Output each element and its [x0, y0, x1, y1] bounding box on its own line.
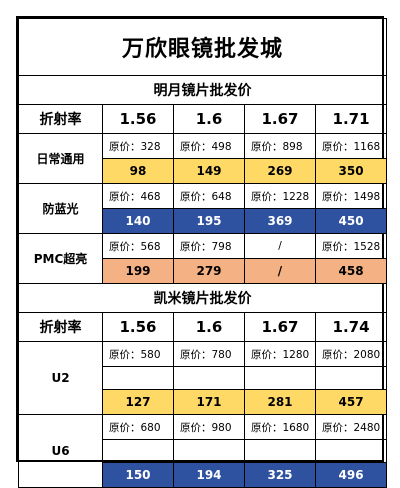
header-refractive-index: 折射率	[18, 104, 103, 134]
original-price: 原价：1498	[314, 183, 388, 209]
wholesale-price: 127	[102, 389, 174, 415]
price-table: 万欣眼镜批发城 明月镜片批发价 折射率 1.56 1.6 1.67 1.71 日…	[17, 18, 388, 488]
wholesale-price: 149	[173, 158, 245, 184]
wholesale-price: 458	[314, 258, 388, 284]
header-index-value: 1.67	[244, 312, 316, 342]
original-price: 原价：580	[102, 341, 174, 367]
original-price: 原价：1528	[314, 233, 388, 259]
wholesale-price: 450	[314, 208, 388, 234]
original-price: 原价：498	[173, 133, 245, 159]
table-row: 98 149 269 350	[19, 158, 388, 184]
product-name: 防蓝光	[18, 183, 103, 234]
original-price: 原价：568	[102, 233, 174, 259]
table-row: PMC超亮 原价：568 原价：798 / 原价：1528	[18, 233, 388, 284]
original-price: 原价：980	[173, 414, 245, 440]
wholesale-price: /	[244, 258, 316, 284]
original-price: 原价：780	[173, 341, 245, 367]
header-index-value: 1.6	[173, 104, 245, 134]
original-price: 原价：468	[102, 183, 174, 209]
product-name: U6	[18, 414, 103, 488]
wholesale-price: 279	[173, 258, 245, 284]
header-index-value: 1.74	[314, 312, 388, 342]
table-row: U2 原价：580 原价：780 原价：1280 原价：2080	[18, 341, 388, 415]
page-title: 万欣眼镜批发城	[17, 18, 388, 76]
spacer-row	[19, 366, 388, 390]
wholesale-price: 369	[244, 208, 316, 234]
wholesale-price: 350	[314, 158, 388, 184]
header-index-value: 1.6	[173, 312, 245, 342]
header-row-kaimi: 折射率 1.56 1.6 1.67 1.74	[18, 312, 388, 342]
table-row: 199 279 / 458	[19, 258, 388, 284]
wholesale-price: 171	[173, 389, 245, 415]
table-row: 127 171 281 457	[19, 389, 388, 415]
original-price: 原价：2480	[314, 414, 388, 440]
original-price: 原价：648	[173, 183, 245, 209]
table-row: 140 195 369 450	[19, 208, 388, 234]
original-price: 原价：1228	[244, 183, 316, 209]
header-index-value: 1.56	[102, 312, 174, 342]
wholesale-price: 199	[102, 258, 174, 284]
product-name: PMC超亮	[18, 233, 103, 284]
original-price: 原价：1168	[314, 133, 388, 159]
wholesale-price: 195	[173, 208, 245, 234]
original-price: 原价：798	[173, 233, 245, 259]
wholesale-price: 98	[102, 158, 174, 184]
header-row-mingyue: 折射率 1.56 1.6 1.67 1.71	[18, 104, 388, 134]
product-name: 日常通用	[18, 133, 103, 184]
section-title-mingyue: 明月镜片批发价	[17, 75, 388, 105]
table-row: 150 194 325 496	[19, 462, 388, 488]
section-title-kaimi: 凯米镜片批发价	[17, 283, 388, 313]
original-price: 原价：898	[244, 133, 316, 159]
table-row: U6 原价：680 原价：980 原价：1680 原价：2480	[18, 414, 388, 488]
header-index-value: 1.67	[244, 104, 316, 134]
original-price: 原价：328	[102, 133, 174, 159]
wholesale-price: 496	[314, 462, 388, 488]
wholesale-price: 269	[244, 158, 316, 184]
original-price: 原价：1680	[244, 414, 316, 440]
product-name: U2	[18, 341, 103, 415]
original-price: 原价：1280	[244, 341, 316, 367]
original-price: 原价：680	[102, 414, 174, 440]
header-refractive-index: 折射率	[18, 312, 103, 342]
original-price: 原价：2080	[314, 341, 388, 367]
header-index-value: 1.71	[314, 104, 388, 134]
table-row: 防蓝光 原价：468 原价：648 原价：1228 原价：1498	[18, 183, 388, 234]
spacer-row	[19, 439, 388, 463]
wholesale-price: 140	[102, 208, 174, 234]
price-sheet: 万欣眼镜批发城 明月镜片批发价 折射率 1.56 1.6 1.67 1.71 日…	[16, 16, 388, 488]
wholesale-price: 281	[244, 389, 316, 415]
original-price: /	[244, 233, 316, 259]
wholesale-price: 457	[314, 389, 388, 415]
header-index-value: 1.56	[102, 104, 174, 134]
table-row: 日常通用 原价：328 原价：498 原价：898 原价：1168	[18, 133, 388, 184]
